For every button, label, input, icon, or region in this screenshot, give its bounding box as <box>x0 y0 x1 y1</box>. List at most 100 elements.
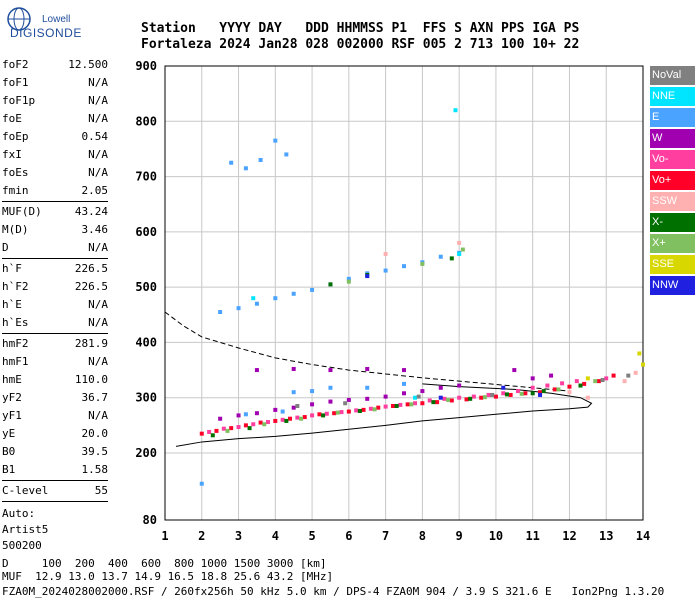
echo-point <box>523 391 528 396</box>
polarization-legend: NoVal NNE E W Vo- Vo+ SSW X- X+ SSE NNW <box>650 66 695 297</box>
echo-point <box>229 426 234 431</box>
plot-frame <box>164 65 644 521</box>
param-group-confidence: C-level 55 <box>2 482 108 500</box>
x-tick-label: 10 <box>489 529 503 543</box>
echo-point <box>324 411 329 416</box>
echo-point <box>199 481 204 486</box>
echo-point <box>284 152 289 157</box>
x-tick-label: 7 <box>382 529 389 543</box>
echo-point <box>538 392 543 397</box>
echo-point <box>556 387 561 392</box>
echo-point <box>218 416 223 421</box>
echo-point <box>582 381 587 386</box>
param-value: N/A <box>88 355 108 368</box>
echo-point <box>538 390 543 395</box>
param-row: fxI N/A <box>2 146 108 164</box>
param-value: 36.7 <box>81 391 109 404</box>
echo-point <box>600 378 605 383</box>
echo-point <box>284 418 289 423</box>
echo-point <box>254 301 259 306</box>
echo-point <box>291 366 296 371</box>
param-separator <box>2 333 108 334</box>
echo-point <box>611 373 616 378</box>
echo-point <box>515 389 520 394</box>
echo-point <box>265 420 270 425</box>
logo-globe-icon <box>7 7 31 31</box>
param-name: MUF(D) <box>2 205 42 218</box>
param-value: N/A <box>88 76 108 89</box>
x-tick-label: 4 <box>272 529 279 543</box>
echo-point <box>251 296 256 301</box>
param-row: B1 1.58 <box>2 461 108 479</box>
echo-point <box>280 417 285 422</box>
echo-point <box>442 396 447 401</box>
y-tick-label: 700 <box>135 170 157 184</box>
x-tick-label: 3 <box>235 529 242 543</box>
echo-point <box>490 392 495 397</box>
param-value: 1.58 <box>81 463 109 476</box>
echo-point <box>343 401 348 406</box>
param-value: N/A <box>88 166 108 179</box>
echo-point <box>409 402 414 407</box>
echo-point <box>236 425 241 430</box>
echo-point <box>243 166 248 171</box>
echo-point <box>453 108 458 113</box>
echo-point <box>199 431 204 436</box>
param-name: hmF1 <box>2 355 29 368</box>
echo-point <box>398 402 403 407</box>
echo-point <box>354 408 359 413</box>
echo-point <box>365 396 370 401</box>
echo-point <box>328 399 333 404</box>
echo-point <box>383 268 388 273</box>
legend-item: X+ <box>650 234 695 253</box>
param-name: h`F2 <box>2 280 29 293</box>
echo-point <box>332 411 337 416</box>
echo-point <box>328 385 333 390</box>
param-name: h`Es <box>2 316 29 329</box>
echo-point <box>207 429 212 434</box>
legend-item: E <box>650 108 695 127</box>
echo-point <box>310 389 315 394</box>
echo-point <box>258 157 263 162</box>
echo-point <box>482 395 487 400</box>
param-group-profile: hmF2 281.9 hmF1 N/A hmE 110.0 yF2 36.7 yF1 N/A yE 2… <box>2 335 108 479</box>
echo-point <box>431 400 436 405</box>
param-group-virtual-heights: h`F 226.5 h`F2 226.5 h`E N/A h`Es N/A <box>2 260 108 332</box>
param-name: B1 <box>2 463 16 476</box>
x-tick-label: 2 <box>198 529 205 543</box>
param-name: yE <box>2 427 16 440</box>
echo-point <box>346 409 351 414</box>
echo-point <box>530 391 535 396</box>
param-value: N/A <box>88 112 108 125</box>
param-name: foF2 <box>2 58 29 71</box>
param-name: fmin <box>2 184 29 197</box>
echo-point <box>346 279 351 284</box>
header-labels: Station YYYY DAY DDD HHMMSS P1 FFS S AXN… <box>141 21 580 36</box>
legend-item: SSE <box>650 255 695 274</box>
x-tick-label: 12 <box>562 529 576 543</box>
echo-point <box>254 411 259 416</box>
param-value: N/A <box>88 409 108 422</box>
echo-point <box>405 402 410 407</box>
echo-point <box>291 291 296 296</box>
x-tick-label: 14 <box>636 529 650 543</box>
echo-point <box>383 404 388 409</box>
x-tick-label: 9 <box>456 529 463 543</box>
auto-program: Artist5 <box>2 523 49 536</box>
legend-item: NNE <box>650 87 695 106</box>
param-row: fmin 2.05 <box>2 182 108 200</box>
param-name: M(D) <box>2 223 29 236</box>
echo-point <box>438 395 443 400</box>
param-name: hmF2 <box>2 337 29 350</box>
param-row: h`Es N/A <box>2 314 108 332</box>
echo-point <box>457 383 462 388</box>
echo-point <box>438 385 443 390</box>
echo-point <box>218 310 223 315</box>
footer-distance: D 100 200 400 600 800 1000 1500 3000 [km… <box>2 557 327 570</box>
param-name: h`F <box>2 262 22 275</box>
echo-point <box>368 406 373 411</box>
echo-point <box>420 389 425 394</box>
echo-point <box>251 422 256 427</box>
echo-point <box>229 160 234 165</box>
x-tick-label: 6 <box>345 529 352 543</box>
